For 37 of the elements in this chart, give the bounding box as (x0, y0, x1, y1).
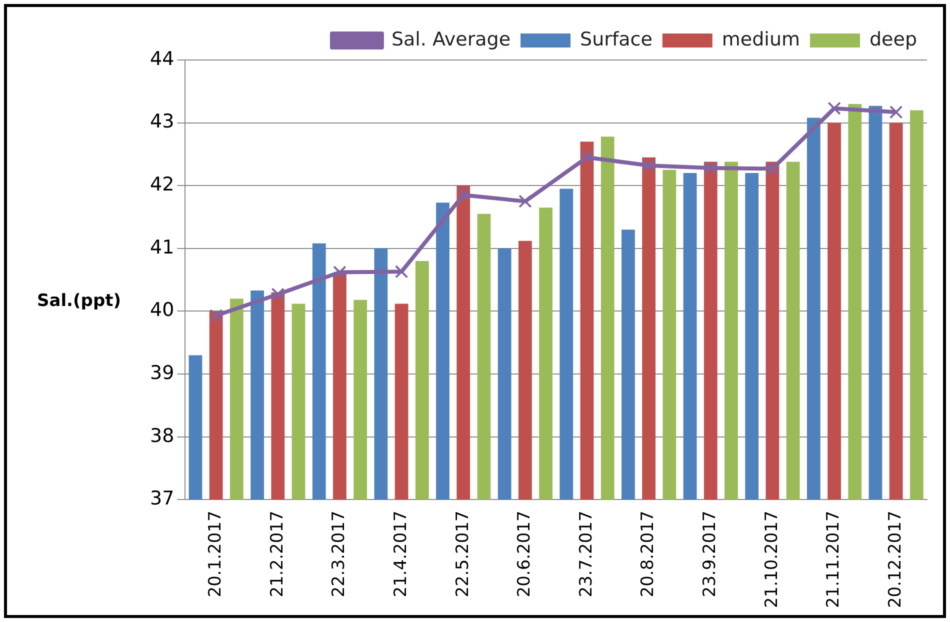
y-tick-label: 37 (150, 488, 174, 510)
legend-label: deep (870, 28, 917, 50)
y-tick-label: 41 (150, 236, 174, 258)
x-tick-label: 22.3.2017 (329, 510, 350, 598)
x-tick-label: 21.11.2017 (824, 510, 844, 608)
legend-label: Surface (580, 28, 652, 50)
x-tick-label: 21.4.2017 (390, 510, 411, 598)
x-tick-label: 21.10.2017 (762, 510, 782, 608)
y-tick-label: 44 (150, 48, 174, 70)
point (889, 105, 903, 119)
x-tick-label: 22.5.2017 (452, 510, 473, 598)
legend-label: Sal. Average (391, 28, 511, 50)
y-tick-label: 39 (150, 362, 174, 384)
x-tick-label: 20.6.2017 (514, 510, 535, 598)
point (518, 194, 532, 208)
point (394, 265, 408, 278)
point (828, 102, 841, 116)
x-tick-label: 20.8.2017 (638, 510, 658, 598)
x-tick-label: 23.9.2017 (700, 510, 720, 598)
point (580, 150, 594, 164)
y-axis-title: Sal.(ppt) (37, 291, 122, 311)
point (333, 266, 346, 279)
x-tick-label: 20.12.2017 (886, 510, 906, 608)
point (642, 158, 656, 172)
y-tick-label: 42 (150, 174, 174, 196)
point (704, 161, 718, 175)
point (271, 288, 285, 301)
y-tick-label: 38 (150, 424, 174, 447)
x-tick-label: 20.1.2017 (206, 510, 226, 598)
point (209, 308, 223, 322)
legend-label: medium (722, 28, 800, 50)
point (766, 162, 780, 176)
x-tick-label: 21.2.2017 (267, 510, 288, 598)
y-tick-label: 43 (150, 110, 174, 133)
y-tick-label: 40 (150, 299, 174, 322)
point (456, 188, 470, 202)
x-tick-label: 23.7.2017 (576, 510, 596, 598)
